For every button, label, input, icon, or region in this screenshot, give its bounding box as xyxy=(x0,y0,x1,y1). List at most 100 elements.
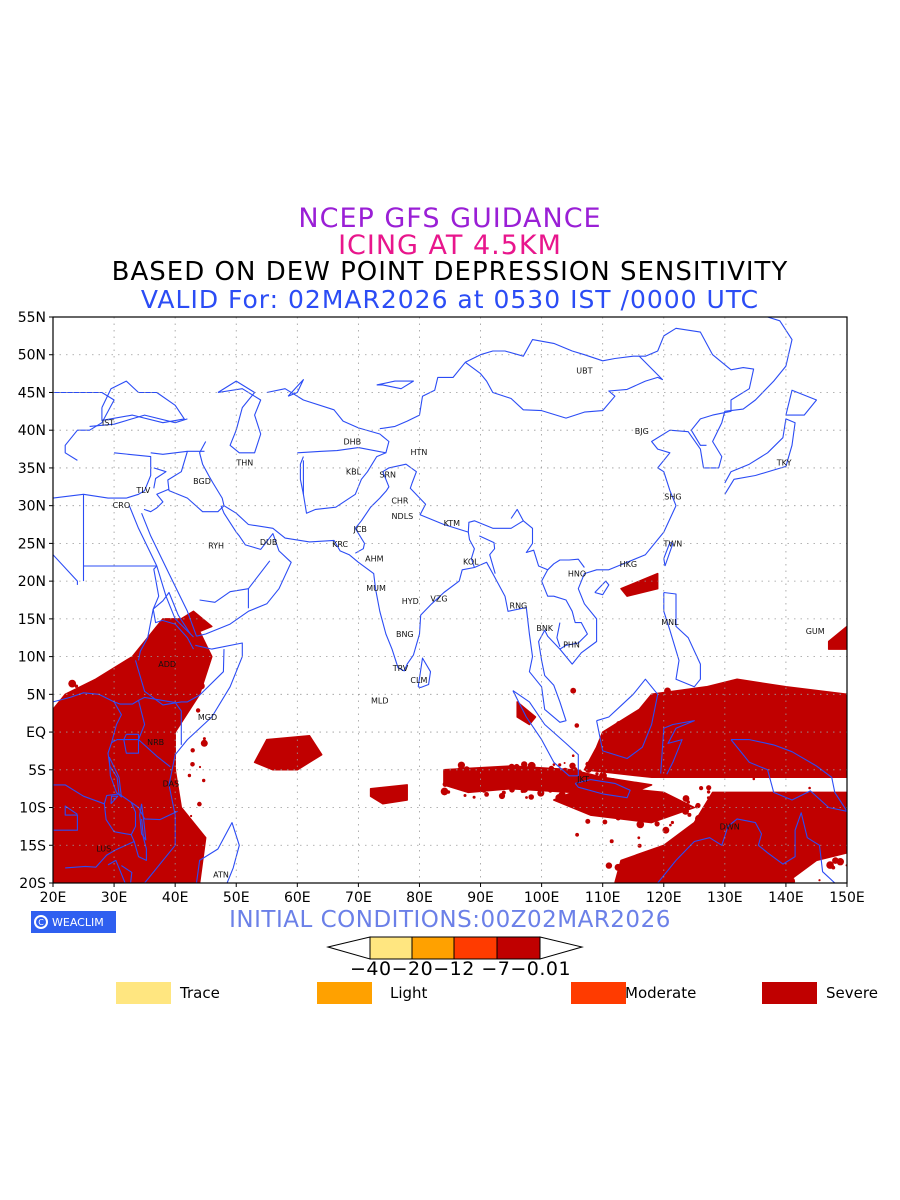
icing-speckle xyxy=(198,765,202,769)
icing-speckle xyxy=(839,846,847,853)
icing-speckle xyxy=(682,867,685,871)
valid-time: VALID For: 02MAR2026 at 0530 IST /0000 U… xyxy=(140,285,760,314)
icing-speckle xyxy=(830,831,836,837)
station-label: ADD xyxy=(158,660,176,669)
icing-speckle xyxy=(679,873,687,881)
legend-swatch-severe xyxy=(762,982,817,1004)
icing-speckle xyxy=(706,825,714,834)
icing-speckle xyxy=(682,807,689,815)
lat-label: 25N xyxy=(18,536,46,552)
icing-speckle xyxy=(752,690,761,698)
lat-label: 15N xyxy=(18,612,46,628)
coastline xyxy=(123,733,140,754)
lon-label: 130E xyxy=(707,890,743,906)
icing-speckle xyxy=(686,800,690,804)
icing-speckle xyxy=(663,807,670,815)
legend-swatch-light xyxy=(317,982,372,1004)
icing-speckle xyxy=(681,880,685,883)
icing-speckle xyxy=(131,819,138,826)
legend-swatch-moderate xyxy=(571,982,626,1004)
icing-speckle xyxy=(471,779,476,784)
icing-speckle xyxy=(440,787,449,796)
icing-speckle xyxy=(575,832,579,837)
icing-speckle xyxy=(527,761,536,770)
coastline xyxy=(663,591,701,688)
icing-speckle xyxy=(769,846,775,852)
icing-speckle xyxy=(78,776,87,785)
icing-speckle xyxy=(70,793,75,798)
lat-label: 20S xyxy=(19,876,46,892)
icing-speckle xyxy=(830,812,839,821)
icing-speckle xyxy=(806,829,814,838)
coastline xyxy=(108,756,122,798)
coastline xyxy=(574,779,631,799)
coastline xyxy=(379,327,755,431)
icing-speckle xyxy=(75,852,79,857)
icing-speckle xyxy=(95,790,98,793)
station-label: BGD xyxy=(193,477,211,486)
icing-speckle xyxy=(748,814,756,822)
logo-icon: C xyxy=(34,915,48,929)
icing-speckle xyxy=(463,794,467,797)
station-label: MLD xyxy=(371,696,389,705)
icing-speckle xyxy=(609,791,612,795)
icing-speckle xyxy=(684,863,692,870)
icing-speckle xyxy=(537,789,545,797)
icing-speckle xyxy=(814,803,818,808)
icing-speckle xyxy=(579,793,583,797)
icing-speckle xyxy=(679,835,687,843)
lon-label: 40E xyxy=(162,890,189,906)
icing-speckle xyxy=(64,717,69,722)
coastline xyxy=(556,622,561,647)
icing-speckle xyxy=(132,756,136,760)
coastline xyxy=(89,414,188,427)
coastline xyxy=(167,441,225,513)
station-label: HYD xyxy=(402,597,419,606)
station-label: TLV xyxy=(135,486,150,495)
icing-speckle xyxy=(570,687,577,694)
coastline xyxy=(656,860,677,883)
icing-speckle xyxy=(465,785,471,792)
coastline xyxy=(65,793,135,869)
icing-speckle xyxy=(778,858,787,867)
icing-blob xyxy=(583,678,847,779)
coastline xyxy=(730,739,847,812)
coastline xyxy=(137,608,154,661)
icing-speckle xyxy=(540,773,546,779)
icing-speckle xyxy=(572,784,577,789)
icing-speckle xyxy=(761,800,767,805)
icing-blob xyxy=(620,572,659,597)
icing-speckle xyxy=(200,739,208,747)
coastline xyxy=(785,389,818,416)
icing-speckle xyxy=(551,773,555,777)
icing-speckle xyxy=(637,807,645,816)
icing-speckle xyxy=(484,792,489,797)
station-label: THN xyxy=(235,459,253,468)
icing-speckle xyxy=(142,770,146,774)
icing-speckle xyxy=(528,794,534,800)
icing-speckle xyxy=(834,755,839,760)
icing-speckle xyxy=(797,864,804,871)
icing-speckle xyxy=(682,795,690,802)
legend-label-moderate: Moderate xyxy=(625,984,697,1002)
station-label: ATN xyxy=(213,871,229,880)
icing-speckle xyxy=(661,764,668,770)
icing-speckle xyxy=(662,826,670,834)
weaclim-logo: C WEACLIM xyxy=(31,911,116,933)
station-label: MGD xyxy=(198,713,217,722)
icing-speckle xyxy=(74,684,79,688)
icing-speckle xyxy=(687,812,692,817)
station-label: LUS xyxy=(96,844,111,853)
icing-speckle xyxy=(164,740,168,745)
lon-label: 90E xyxy=(467,890,494,906)
station-label: BNK xyxy=(536,624,553,633)
icing-speckle xyxy=(190,762,195,767)
icing-speckle xyxy=(754,861,762,869)
icing-speckle xyxy=(602,819,608,825)
icing-speckle xyxy=(654,821,660,827)
icing-speckle xyxy=(663,855,671,864)
legend-swatch-trace xyxy=(116,982,171,1004)
icing-speckle xyxy=(463,766,470,773)
icing-speckle xyxy=(523,770,527,775)
